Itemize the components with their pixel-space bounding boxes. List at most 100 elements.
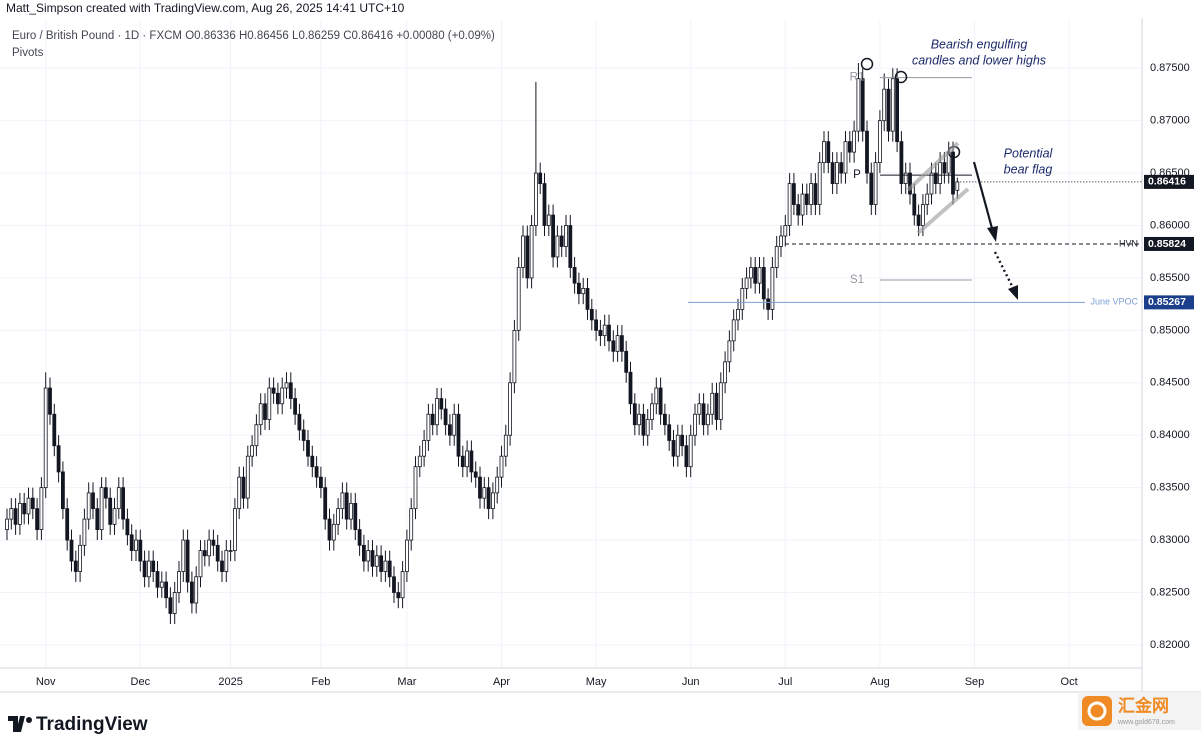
candle-body [95, 508, 100, 530]
candle-body [538, 172, 543, 184]
candle-body [447, 424, 452, 436]
candle-body [323, 487, 328, 520]
annotation: Bearish engulfing [931, 37, 1028, 51]
candle-body [615, 335, 620, 352]
candle-body [865, 130, 869, 174]
candle-body [598, 329, 603, 337]
candle-body [138, 539, 143, 562]
x-tick-label: Jun [682, 676, 700, 688]
candle-body [744, 277, 749, 289]
candle-body [331, 523, 336, 541]
candle-body [688, 434, 693, 468]
candle-body [951, 151, 955, 195]
candle-body [826, 141, 831, 164]
candle-body [353, 502, 358, 530]
candle-body [521, 235, 525, 268]
annotation: Potential [1004, 146, 1054, 160]
candle-body [155, 571, 160, 588]
candle-body [26, 497, 31, 515]
candle-body [413, 466, 418, 510]
candle-body [17, 502, 22, 525]
candle-body [48, 387, 52, 415]
candle-body [650, 403, 654, 420]
annotation: bear flag [1004, 162, 1053, 176]
candle-body [568, 225, 573, 268]
candle-body [757, 267, 762, 284]
candle-body [873, 162, 878, 205]
candle-body [753, 267, 758, 284]
candle-body [344, 492, 349, 520]
candle-body [452, 413, 457, 436]
candle-body [783, 225, 788, 237]
y-tick-label: 0.82000 [1150, 639, 1190, 651]
candle-body [142, 560, 147, 578]
candle-body [933, 172, 938, 184]
brand-name: TradingView [36, 714, 148, 735]
candle-body [645, 419, 650, 436]
flag-channel [916, 187, 970, 235]
x-tick-label: Oct [1061, 676, 1078, 688]
candle-body [637, 413, 641, 426]
candle-body [718, 382, 723, 420]
watermark: 汇金网 www.gold678.com [1078, 692, 1201, 730]
candle-body [890, 78, 895, 132]
candle-body [577, 282, 581, 295]
candle-body [482, 487, 487, 499]
change: +0.00080 (+0.09%) [396, 30, 495, 42]
y-tick-label: 0.82500 [1150, 586, 1190, 598]
candle-body [220, 560, 224, 572]
candle-body [456, 413, 461, 457]
candle-body [878, 120, 882, 164]
candle-body [125, 518, 130, 536]
candle-body [847, 141, 852, 153]
candle-body [318, 476, 323, 489]
candle-body [611, 340, 616, 352]
candle-body [43, 387, 48, 489]
candle-body [740, 288, 745, 310]
candle-body [314, 466, 319, 478]
candle-body [267, 387, 272, 420]
candle-body [35, 508, 39, 530]
candle-body [546, 214, 551, 226]
candle-body [938, 162, 942, 184]
candle-body [189, 581, 194, 604]
candle-body [766, 298, 770, 310]
candle-body [396, 592, 401, 599]
candle-body [602, 324, 607, 337]
candle-body [800, 193, 805, 216]
candle-body [895, 78, 899, 143]
candle-body [241, 476, 246, 499]
candle-body [525, 235, 530, 279]
candle-body [792, 183, 796, 205]
candle-body [177, 571, 181, 593]
candle-body [13, 508, 18, 525]
candle-body [151, 560, 156, 572]
candle-body [65, 508, 70, 541]
h-value: 0.86456 [247, 30, 289, 42]
price-tag [1144, 174, 1194, 189]
high-circle [860, 57, 874, 71]
candle-body [658, 387, 663, 415]
candle-body [336, 508, 341, 525]
candle-body [809, 183, 813, 205]
credit: Matt_Simpson created with TradingView.co… [6, 1, 405, 15]
c-value: 0.86416 [352, 30, 394, 42]
candle-body [409, 508, 414, 541]
candle-body [69, 539, 74, 562]
candle-body [129, 534, 134, 551]
candle-body [925, 193, 930, 205]
candle-body [202, 550, 207, 557]
candle-body [714, 392, 719, 420]
candle-body [52, 413, 57, 447]
candle-body [512, 329, 517, 384]
price-tag [1144, 295, 1194, 310]
candle-body [301, 429, 306, 441]
candle-body [632, 403, 637, 426]
y-tick-label: 0.87000 [1150, 115, 1190, 127]
candle-body [422, 440, 427, 457]
candle-body [250, 445, 255, 457]
candle-body [486, 487, 491, 510]
candle-body [146, 560, 151, 578]
x-tick-label: May [586, 676, 607, 688]
candle-body [495, 476, 500, 494]
